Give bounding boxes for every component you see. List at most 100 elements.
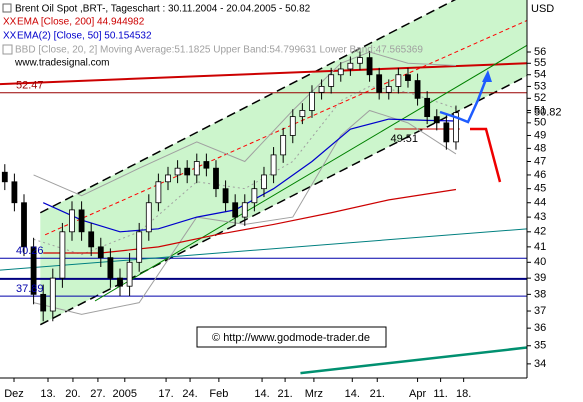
y-tick-label: 47 xyxy=(534,155,546,167)
candle-body xyxy=(49,277,56,312)
candle-body xyxy=(97,246,104,259)
x-tick-label: 14. xyxy=(345,388,360,400)
candle-body xyxy=(21,202,27,248)
watermark: © http://www.godmode-trader.de xyxy=(212,332,370,344)
candle-body xyxy=(1,171,8,183)
candle-body xyxy=(251,188,258,204)
source: www.tradesignal.com xyxy=(14,58,109,69)
y-tick-label: 44 xyxy=(534,197,546,209)
candle-body xyxy=(318,86,325,93)
candle-body xyxy=(232,202,239,218)
candle-body xyxy=(261,174,267,190)
candle-body xyxy=(395,74,402,87)
candle-body xyxy=(357,57,363,64)
candle-body xyxy=(30,246,37,295)
candle-body xyxy=(126,261,133,287)
candle-body xyxy=(328,74,335,87)
legend-entry: BBD [Close, 20, 2] Moving Average:51.182… xyxy=(15,45,423,56)
legend-icon xyxy=(2,3,12,13)
red-arrow xyxy=(470,127,502,183)
candle-body xyxy=(174,167,181,176)
x-tick-label: 21. xyxy=(370,388,385,400)
candle-body xyxy=(78,209,85,233)
legend-entry: EMA(2) [Close, 50] 50.154532 xyxy=(17,31,152,42)
y-tick-label: 39 xyxy=(534,272,546,284)
candle-body xyxy=(193,161,200,176)
legend-marker: XX xyxy=(3,31,17,42)
candle-body xyxy=(136,231,143,263)
legend: Brent Oil Spot ,BRT-, Tageschart : 30.11… xyxy=(2,3,423,69)
candle-body xyxy=(165,174,171,183)
y-tick-label: 52 xyxy=(534,92,546,104)
line-label: 52.47 xyxy=(16,80,44,92)
x-tick-label: 11. xyxy=(433,388,447,400)
x-tick-label: 2005 xyxy=(113,388,137,400)
chart-title: Brent Oil Spot ,BRT-, Tageschart : 30.11… xyxy=(15,4,311,15)
candle-body xyxy=(11,181,18,204)
y-tick-label: 40 xyxy=(534,256,546,268)
candle-body xyxy=(299,110,306,118)
candle-body xyxy=(203,161,210,169)
candle-body xyxy=(453,112,459,143)
trend-line xyxy=(44,20,527,236)
candle-body xyxy=(414,80,421,99)
y-tick-label: 45 xyxy=(534,183,546,195)
candle-body xyxy=(280,135,287,156)
candle-body xyxy=(155,181,162,204)
candle-body xyxy=(117,277,123,287)
blue-arrowhead xyxy=(482,70,492,82)
x-tick-label: Mrz xyxy=(305,388,323,400)
y-axis-label: USD xyxy=(531,3,554,15)
y-tick-label: 37 xyxy=(534,305,546,317)
candle-body xyxy=(107,257,114,279)
candle-body xyxy=(145,202,152,233)
candle-body xyxy=(347,62,354,70)
x-tick-label: Apr xyxy=(409,388,426,400)
y-tick-label: 43 xyxy=(534,211,546,223)
trend-line xyxy=(0,62,527,86)
candle-body xyxy=(405,74,411,81)
plot-area xyxy=(0,0,527,375)
candle-body xyxy=(213,167,219,190)
x-tick-label: 13. xyxy=(40,388,55,400)
line-label: 40.26 xyxy=(16,245,44,257)
y-tick-label: 53 xyxy=(534,80,546,92)
candle-body xyxy=(241,202,248,218)
y-tick-label: 51 xyxy=(534,104,546,116)
trend-line xyxy=(0,228,527,271)
candle-body xyxy=(443,122,450,143)
y-tick-label: 49 xyxy=(534,129,546,141)
candle-body xyxy=(376,74,383,93)
blue-arrow xyxy=(439,73,490,124)
legend-marker: XX xyxy=(3,17,17,28)
candle-body xyxy=(59,231,66,279)
watermark-box xyxy=(196,326,387,348)
x-tick-label: 27. xyxy=(90,388,105,400)
trend-line xyxy=(300,346,527,375)
x-tick-label: 14. xyxy=(254,388,269,400)
x-tick-label: 18. xyxy=(456,388,471,400)
x-tick-label: 17. xyxy=(158,388,173,400)
trend-line xyxy=(94,44,527,302)
candle-body xyxy=(184,167,191,176)
y-tick-label: 42 xyxy=(534,226,546,238)
candle-body xyxy=(40,293,47,312)
candle-body xyxy=(222,188,229,204)
y-tick-label: 36 xyxy=(534,322,546,334)
candle-body xyxy=(289,116,296,136)
y-tick-label: 38 xyxy=(534,288,546,300)
y-tick-label: 56 xyxy=(534,46,546,58)
candle-body xyxy=(337,68,344,76)
bollinger-lower xyxy=(33,109,457,315)
y-tick-label: 50.82 xyxy=(534,107,562,119)
channel-border xyxy=(39,0,457,214)
hand-annotations xyxy=(439,70,502,183)
candle-body xyxy=(270,154,277,176)
y-tick-label: 46 xyxy=(534,169,546,181)
legend-entry: EMA [Close, 200] 44.944982 xyxy=(17,17,145,28)
x-tick-label: 24. xyxy=(182,388,197,400)
legend-icon xyxy=(2,44,13,55)
x-tick-label: 20. xyxy=(65,388,80,400)
y-tick-label: 54 xyxy=(534,69,546,81)
line-label: 37.89 xyxy=(16,283,44,295)
